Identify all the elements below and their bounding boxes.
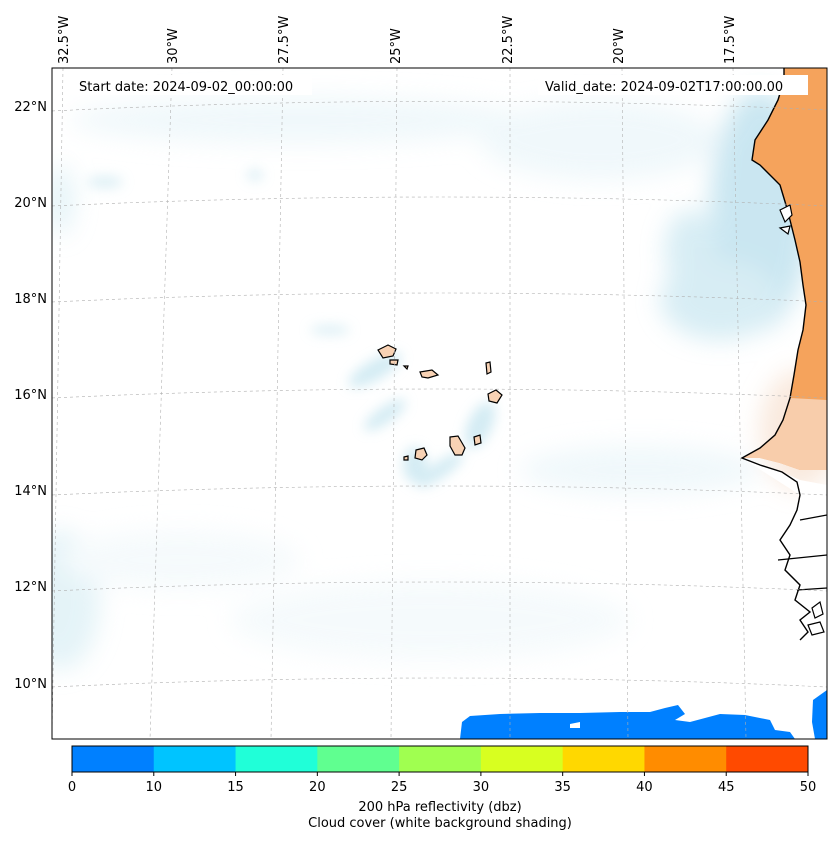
- colorbar-tick-label: 15: [227, 780, 244, 795]
- lon-label-22-5w: 22.5°W: [501, 16, 516, 64]
- colorbar-segment: [726, 746, 809, 772]
- colorbar-tick-label: 35: [554, 780, 571, 795]
- colorbar-frame: [71, 745, 809, 773]
- lon-label-25w: 25°W: [389, 28, 404, 64]
- lon-label-30w: 30°W: [166, 28, 181, 64]
- colorbar: 0 10 15 20 25 30 35 40 45 50: [68, 745, 817, 795]
- colorbar-segment: [562, 746, 645, 772]
- lat-label-16n: 16°N: [14, 388, 47, 403]
- lat-label-20n: 20°N: [14, 196, 47, 211]
- colorbar-segment: [644, 746, 727, 772]
- colorbar-segment: [72, 746, 155, 772]
- colorbar-tick-label: 0: [68, 780, 76, 795]
- colorbar-label-line2: Cloud cover (white background shading): [308, 816, 572, 831]
- lon-label-32-5w: 32.5°W: [57, 16, 72, 64]
- lon-label-27-5w: 27.5°W: [277, 16, 292, 64]
- africa-coast: [740, 68, 827, 739]
- lon-label-17-5w: 17.5°W: [723, 16, 738, 64]
- lat-label-14n: 14°N: [14, 484, 47, 499]
- colorbar-segment: [317, 746, 400, 772]
- reflectivity-field: [460, 690, 827, 739]
- map-area: Start date: 2024-09-02_00:00:00 Valid_da…: [52, 68, 827, 739]
- colorbar-segment: [153, 746, 237, 772]
- colorbar-tick-label: 25: [391, 780, 408, 795]
- lat-label-22n: 22°N: [14, 100, 47, 115]
- colorbar-tick-label: 45: [718, 780, 735, 795]
- cloud-cover-shading: [52, 90, 827, 670]
- valid-date-box: [538, 75, 808, 95]
- cape-verde-islands: [377, 344, 503, 461]
- lon-label-20w: 20°W: [612, 28, 627, 64]
- colorbar-tick-label: 10: [146, 780, 163, 795]
- lat-label-18n: 18°N: [14, 292, 47, 307]
- colorbar-tick-label: 40: [636, 780, 653, 795]
- colorbar-tick-label: 50: [800, 780, 817, 795]
- colorbar-label-line1: 200 hPa reflectivity (dbz): [358, 800, 522, 815]
- graticule: [52, 68, 827, 739]
- colorbar-title: 200 hPa reflectivity (dbz) Cloud cover (…: [72, 800, 808, 832]
- colorbar-segment: [399, 746, 482, 772]
- start-date-label: Start date: 2024-09-02_00:00:00: [79, 80, 293, 95]
- colorbar-segment: [235, 746, 318, 772]
- lat-label-10n: 10°N: [14, 677, 47, 692]
- colorbar-tick-label: 30: [473, 780, 490, 795]
- lat-label-12n: 12°N: [14, 580, 47, 595]
- longitude-labels: 32.5°W 30°W 27.5°W 25°W 22.5°W 20°W 17.5…: [57, 16, 738, 64]
- colorbar-tick-label: 20: [309, 780, 326, 795]
- map-frame: [51, 67, 828, 740]
- latitude-labels: 22°N 20°N 18°N 16°N 14°N 12°N 10°N: [14, 100, 47, 692]
- valid-date-label: Valid_date: 2024-09-02T17:00:00.00: [545, 80, 783, 95]
- start-date-box: [70, 75, 312, 95]
- colorbar-segment: [480, 746, 564, 772]
